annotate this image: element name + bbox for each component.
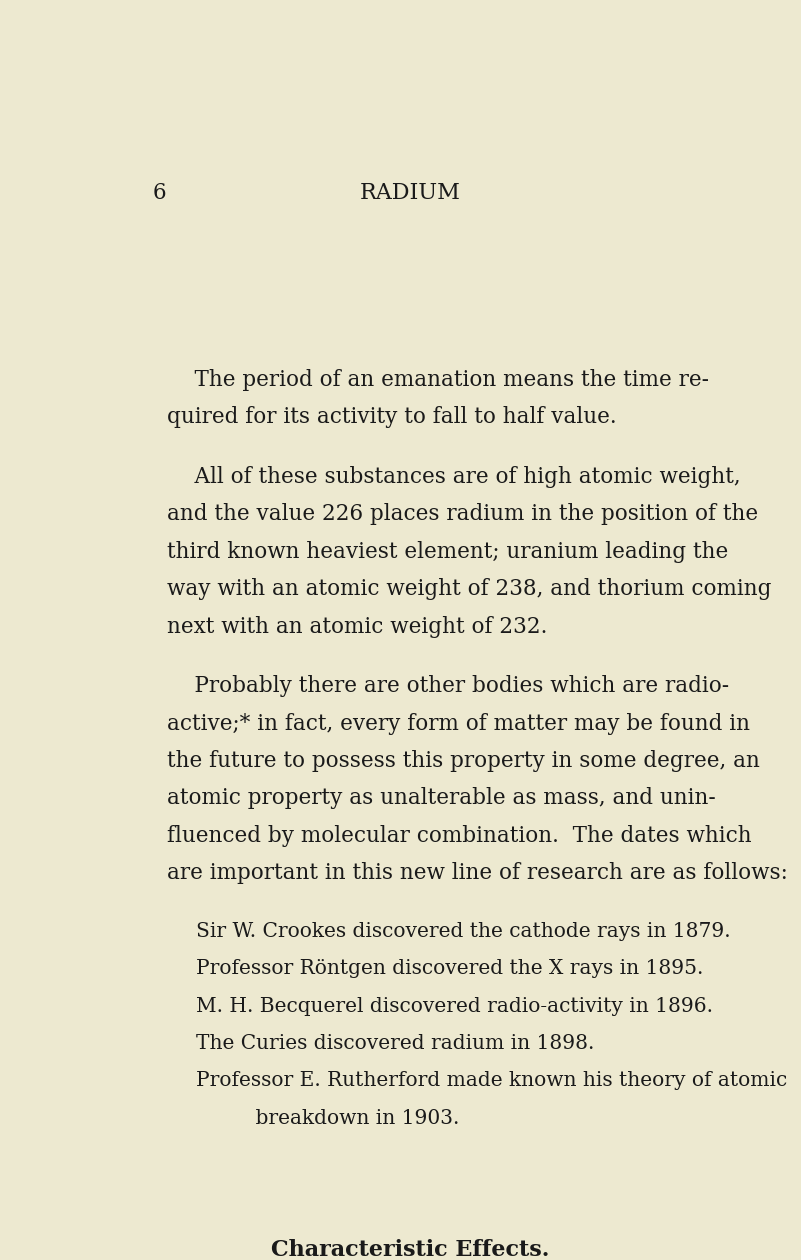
Text: and the value 226 places radium in the position of the: and the value 226 places radium in the p… [167, 504, 759, 525]
Text: the future to possess this property in some degree, an: the future to possess this property in s… [167, 750, 760, 772]
Text: The period of an emanation means the time re-: The period of an emanation means the tim… [167, 369, 709, 391]
Text: are important in this new line of research are as follows:: are important in this new line of resear… [167, 862, 788, 885]
Text: Sir W. Crookes discovered the cathode rays in 1879.: Sir W. Crookes discovered the cathode ra… [196, 922, 731, 941]
Text: All of these substances are of high atomic weight,: All of these substances are of high atom… [167, 466, 741, 488]
Text: Characteristic Effects.: Characteristic Effects. [272, 1240, 549, 1260]
Text: Probably there are other bodies which are radio-: Probably there are other bodies which ar… [167, 675, 729, 697]
Text: breakdown in 1903.: breakdown in 1903. [231, 1109, 460, 1128]
Text: fluenced by molecular combination.  The dates which: fluenced by molecular combination. The d… [167, 825, 752, 847]
Text: Professor Röntgen discovered the X rays in 1895.: Professor Röntgen discovered the X rays … [196, 959, 704, 978]
Text: way with an atomic weight of 238, and thorium coming: way with an atomic weight of 238, and th… [167, 578, 771, 600]
Text: M. H. Becquerel discovered radio-activity in 1896.: M. H. Becquerel discovered radio-activit… [196, 997, 714, 1016]
Text: atomic property as unalterable as mass, and unin-: atomic property as unalterable as mass, … [167, 788, 716, 809]
Text: quired for its activity to fall to half value.: quired for its activity to fall to half … [167, 407, 617, 428]
Text: active;* in fact, every form of matter may be found in: active;* in fact, every form of matter m… [167, 713, 751, 735]
Text: Professor E. Rutherford made known his theory of atomic: Professor E. Rutherford made known his t… [196, 1071, 787, 1090]
Text: The Curies discovered radium in 1898.: The Curies discovered radium in 1898. [196, 1034, 594, 1053]
Text: RADIUM: RADIUM [360, 183, 461, 204]
Text: third known heaviest element; uranium leading the: third known heaviest element; uranium le… [167, 541, 728, 563]
Text: next with an atomic weight of 232.: next with an atomic weight of 232. [167, 616, 548, 638]
Text: 6: 6 [153, 183, 167, 204]
